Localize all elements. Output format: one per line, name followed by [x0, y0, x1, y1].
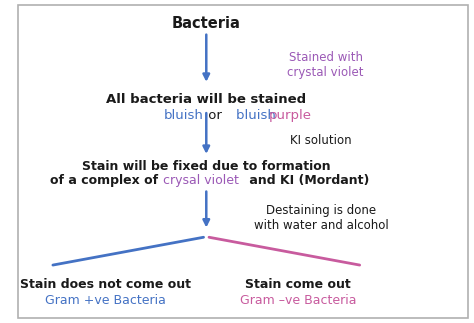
Text: Stain come out: Stain come out	[245, 278, 351, 291]
Text: KI solution: KI solution	[290, 134, 352, 147]
Text: Bacteria: Bacteria	[172, 16, 241, 31]
Text: of a complex of: of a complex of	[50, 174, 163, 187]
Text: purple: purple	[268, 109, 311, 121]
Text: All bacteria will be stained: All bacteria will be stained	[106, 93, 306, 106]
Text: Gram +ve Bacteria: Gram +ve Bacteria	[45, 294, 166, 307]
Text: or: or	[204, 109, 226, 121]
Text: Gram –ve Bacteria: Gram –ve Bacteria	[240, 294, 356, 307]
Text: and KI (Mordant): and KI (Mordant)	[246, 174, 370, 187]
Text: bluish: bluish	[236, 109, 280, 121]
Text: crysal violet: crysal violet	[163, 174, 238, 187]
Text: Stain does not come out: Stain does not come out	[20, 278, 191, 291]
Text: Destaining is done
with water and alcohol: Destaining is done with water and alcoho…	[254, 203, 389, 232]
Text: Stained with
crystal violet: Stained with crystal violet	[287, 51, 364, 79]
Text: Stain will be fixed due to formation: Stain will be fixed due to formation	[82, 160, 330, 173]
Text: bluish: bluish	[164, 109, 204, 121]
